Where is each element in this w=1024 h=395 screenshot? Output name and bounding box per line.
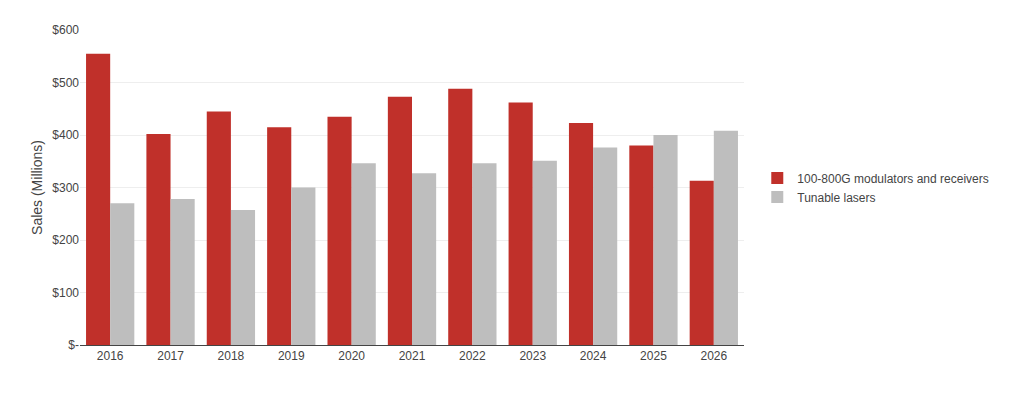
svg-text:2026: 2026 bbox=[700, 349, 727, 363]
svg-text:2019: 2019 bbox=[278, 349, 305, 363]
svg-text:$500: $500 bbox=[52, 76, 79, 90]
svg-text:$300: $300 bbox=[52, 181, 79, 195]
svg-text:$-: $- bbox=[68, 338, 79, 352]
svg-text:$100: $100 bbox=[52, 286, 79, 300]
svg-text:100-800G modulators and receiv: 100-800G modulators and receivers bbox=[797, 172, 988, 186]
svg-text:$200: $200 bbox=[52, 233, 79, 247]
svg-text:2021: 2021 bbox=[399, 349, 426, 363]
svg-text:2024: 2024 bbox=[580, 349, 607, 363]
svg-text:2016: 2016 bbox=[97, 349, 124, 363]
svg-text:2025: 2025 bbox=[640, 349, 667, 363]
svg-text:Tunable lasers: Tunable lasers bbox=[797, 191, 875, 205]
svg-text:2022: 2022 bbox=[459, 349, 486, 363]
svg-text:2017: 2017 bbox=[157, 349, 184, 363]
svg-text:2023: 2023 bbox=[519, 349, 546, 363]
svg-text:Sales (Millions): Sales (Millions) bbox=[29, 140, 45, 235]
svg-text:$400: $400 bbox=[52, 128, 79, 142]
svg-text:2018: 2018 bbox=[218, 349, 245, 363]
svg-text:$600: $600 bbox=[52, 23, 79, 37]
svg-text:2020: 2020 bbox=[338, 349, 365, 363]
